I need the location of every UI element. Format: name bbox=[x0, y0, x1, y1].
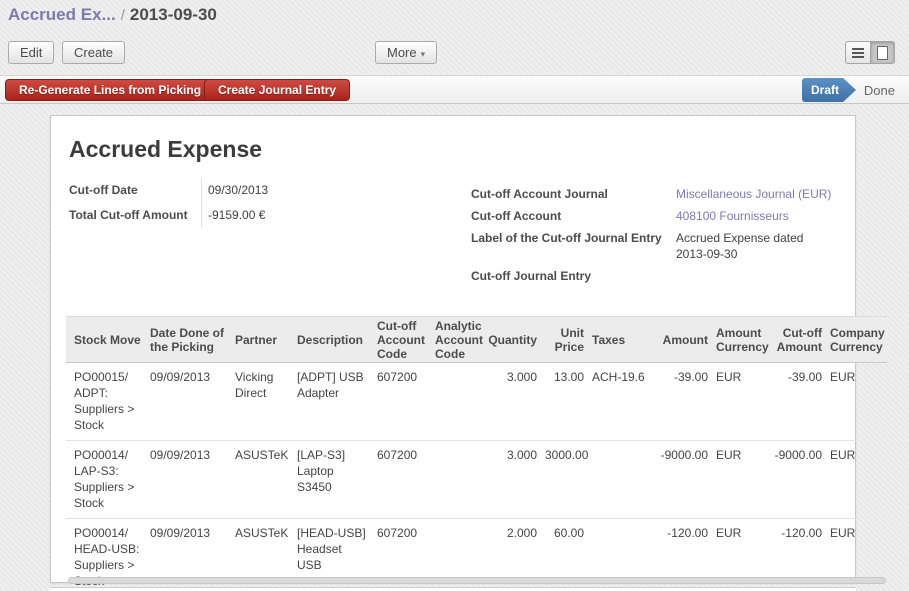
create-button[interactable]: Create bbox=[62, 41, 125, 64]
breadcrumb-separator: / bbox=[116, 7, 130, 24]
form-sheet: Accrued Expense Cut-off Date 09/30/2013 … bbox=[50, 115, 856, 583]
cell-description: [ADPT] USB Adapter bbox=[293, 363, 373, 440]
field-group-left: Cut-off Date 09/30/2013 Total Cut-off Am… bbox=[69, 182, 409, 232]
table-body: PO00015/ ADPT: Suppliers > Stock09/09/20… bbox=[66, 363, 857, 591]
field-label-cutoff-account-journal: Cut-off Account Journal bbox=[471, 186, 669, 202]
cell-date_done: 09/09/2013 bbox=[146, 363, 231, 440]
field-value-cutoff-date: 09/30/2013 bbox=[201, 182, 371, 198]
chevron-down-icon: ▾ bbox=[421, 49, 426, 59]
field-label-journal-entry-label: Label of the Cut-off Journal Entry bbox=[471, 230, 669, 262]
column-header-company_currency[interactable]: Company Currency bbox=[826, 317, 887, 363]
odoo-window: Accrued Ex.../2013-09-30 Edit Create Mor… bbox=[0, 0, 909, 591]
column-header-description[interactable]: Description bbox=[293, 317, 373, 363]
cell-amount_currency: EUR bbox=[712, 363, 770, 440]
cell-partner: Vicking Direct bbox=[231, 363, 293, 440]
breadcrumb-parent-link[interactable]: Accrued Ex... bbox=[8, 5, 116, 24]
sheet-bottom-strip bbox=[50, 587, 856, 591]
cell-unit_price: 13.00 bbox=[541, 363, 588, 440]
field-label-cutoff-date: Cut-off Date bbox=[69, 182, 201, 198]
more-label: More bbox=[387, 45, 417, 60]
column-header-partner[interactable]: Partner bbox=[231, 317, 293, 363]
cell-company_currency: EUR bbox=[826, 441, 857, 518]
field-group-right: Cut-off Account Journal Miscellaneous Jo… bbox=[471, 186, 846, 290]
regenerate-lines-button[interactable]: Re-Generate Lines from Picking bbox=[5, 79, 215, 101]
more-dropdown-button[interactable]: More ▾ bbox=[375, 41, 437, 64]
field-value-cutoff-account-journal[interactable]: Miscellaneous Journal (EUR) bbox=[669, 186, 839, 202]
cell-amount_currency: EUR bbox=[712, 441, 770, 518]
cell-stock_move: PO00015/ ADPT: Suppliers > Stock bbox=[66, 363, 146, 440]
cell-date_done: 09/09/2013 bbox=[146, 441, 231, 518]
cell-analytic_account_code bbox=[431, 363, 488, 440]
column-header-unit_price[interactable]: Unit Price bbox=[541, 317, 588, 363]
field-value-total-cutoff-amount: -9159.00 € bbox=[201, 207, 371, 223]
cell-company_currency: EUR bbox=[826, 363, 857, 440]
state-done-label: Done bbox=[864, 76, 895, 105]
column-header-date_done[interactable]: Date Done of the Picking bbox=[146, 317, 231, 363]
column-header-cutoff_account_code[interactable]: Cut-off Account Code bbox=[373, 317, 431, 363]
cell-taxes bbox=[588, 441, 654, 518]
cell-analytic_account_code bbox=[431, 441, 488, 518]
create-journal-entry-button[interactable]: Create Journal Entry bbox=[204, 79, 350, 101]
column-header-quantity[interactable]: Quantity bbox=[488, 317, 541, 363]
cell-cutoff_amount: -9000.00 bbox=[770, 441, 826, 518]
cell-amount: -39.00 bbox=[654, 363, 712, 440]
table-row[interactable]: PO00015/ ADPT: Suppliers > Stock09/09/20… bbox=[66, 363, 857, 440]
column-header-amount[interactable]: Amount bbox=[654, 317, 712, 363]
page-title: Accrued Expense bbox=[69, 136, 262, 163]
field-value-journal-entry-label: Accrued Expense dated 2013-09-30 bbox=[669, 230, 839, 262]
view-switcher bbox=[845, 41, 895, 64]
field-value-cutoff-account[interactable]: 408100 Fournisseurs bbox=[669, 208, 839, 224]
list-icon bbox=[852, 48, 864, 58]
cell-description: [LAP-S3] Laptop S3450 bbox=[293, 441, 373, 518]
field-label-total-cutoff-amount: Total Cut-off Amount bbox=[69, 207, 201, 223]
cell-cutoff_account_code: 607200 bbox=[373, 363, 431, 440]
table-header: Stock MoveDate Done of the PickingPartne… bbox=[66, 316, 887, 363]
breadcrumb: Accrued Ex.../2013-09-30 bbox=[8, 5, 217, 25]
cutoff-lines-table: Stock MoveDate Done of the PickingPartne… bbox=[66, 316, 887, 591]
column-header-amount_currency[interactable]: Amount Currency bbox=[712, 317, 770, 363]
cell-quantity: 3.000 bbox=[488, 363, 541, 440]
cell-taxes: ACH-19.6 bbox=[588, 363, 654, 440]
cell-unit_price: 3000.00 bbox=[541, 441, 588, 518]
cell-partner: ASUSTeK bbox=[231, 441, 293, 518]
status-bar: Re-Generate Lines from Picking Create Jo… bbox=[0, 75, 909, 104]
field-value-cutoff-journal-entry bbox=[669, 268, 839, 284]
table-body-clip: PO00015/ ADPT: Suppliers > Stock09/09/20… bbox=[66, 363, 857, 591]
form-view-button[interactable] bbox=[870, 41, 895, 64]
edit-button[interactable]: Edit bbox=[8, 41, 54, 64]
cell-amount: -9000.00 bbox=[654, 441, 712, 518]
column-header-taxes[interactable]: Taxes bbox=[588, 317, 654, 363]
column-header-cutoff_amount[interactable]: Cut-off Amount bbox=[770, 317, 826, 363]
table-row[interactable]: PO00014/ LAP-S3: Suppliers > Stock09/09/… bbox=[66, 440, 857, 518]
form-icon bbox=[877, 46, 888, 60]
cell-quantity: 3.000 bbox=[488, 441, 541, 518]
horizontal-scrollbar[interactable] bbox=[68, 577, 886, 584]
cell-cutoff_account_code: 607200 bbox=[373, 441, 431, 518]
column-header-analytic_account_code[interactable]: Analytic Account Code bbox=[431, 317, 488, 363]
breadcrumb-current: 2013-09-30 bbox=[130, 5, 217, 24]
field-label-cutoff-account: Cut-off Account bbox=[471, 208, 669, 224]
column-header-stock_move[interactable]: Stock Move bbox=[66, 317, 146, 363]
state-draft-badge: Draft bbox=[802, 78, 856, 102]
cell-cutoff_amount: -39.00 bbox=[770, 363, 826, 440]
cell-stock_move: PO00014/ LAP-S3: Suppliers > Stock bbox=[66, 441, 146, 518]
list-view-button[interactable] bbox=[845, 41, 870, 64]
field-label-cutoff-journal-entry: Cut-off Journal Entry bbox=[471, 268, 669, 284]
